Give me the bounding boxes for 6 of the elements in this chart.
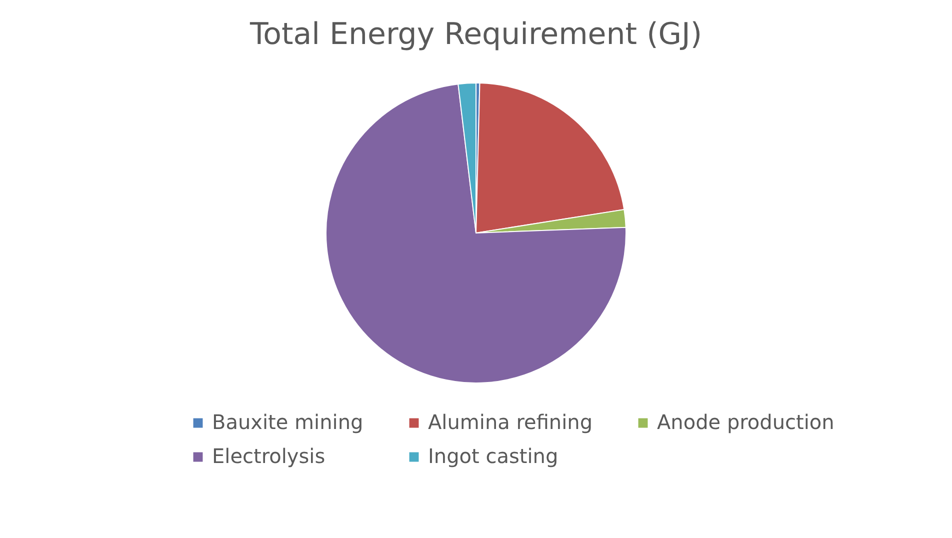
chart-title: Total Energy Requirement (GJ) <box>248 17 702 52</box>
legend-label: Bauxite mining <box>212 410 364 434</box>
legend-label: Electrolysis <box>212 444 326 468</box>
legend-label: Anode production <box>657 410 834 434</box>
legend-label: Alumina refining <box>428 410 593 434</box>
legend-label: Ingot casting <box>428 444 558 468</box>
